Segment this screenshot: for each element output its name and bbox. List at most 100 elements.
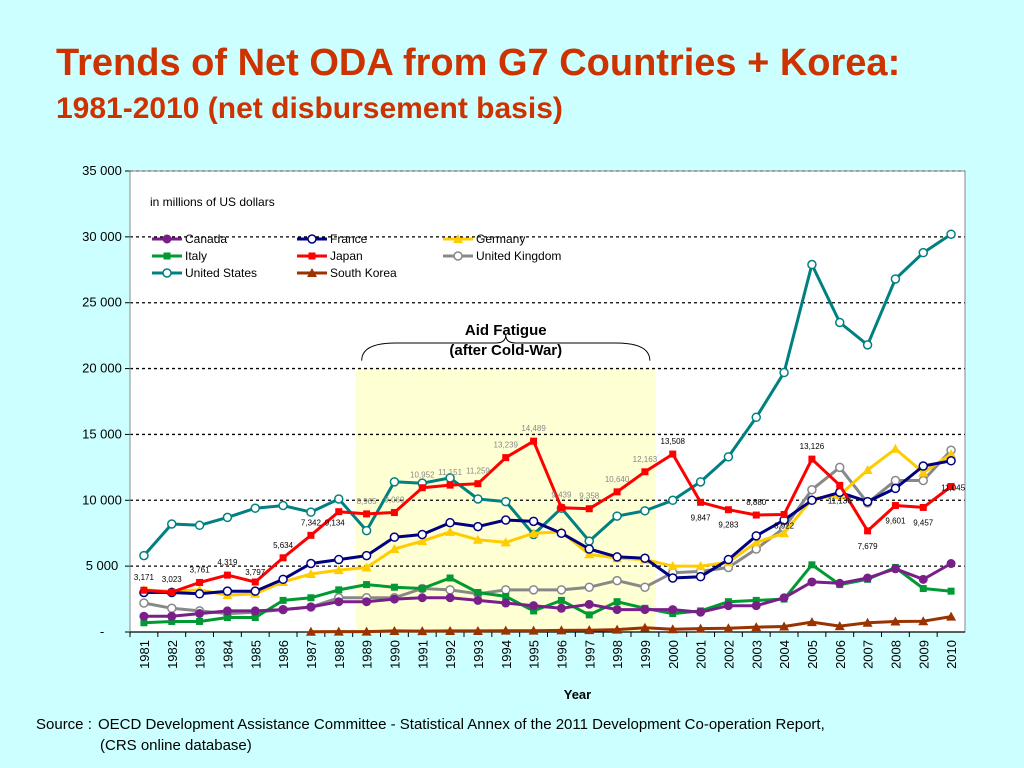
series-japan-point xyxy=(335,508,343,516)
series-south-korea-point xyxy=(834,621,845,631)
series-germany-point xyxy=(389,544,400,554)
series-south-korea-line xyxy=(310,615,952,634)
x-tick-label: 1994 xyxy=(499,640,514,669)
series-united-states-point xyxy=(890,274,901,284)
legend-germany: Germany xyxy=(443,232,525,246)
series-south-korea-point xyxy=(779,621,790,631)
series-france-point xyxy=(222,586,233,596)
series-united-states-point xyxy=(946,229,956,239)
series-canada-line xyxy=(143,562,952,618)
series-italy-point xyxy=(446,574,454,582)
japan-data-label: 8,922 xyxy=(774,521,795,530)
series-germany-point xyxy=(417,536,428,546)
japan-data-label: 9,847 xyxy=(691,513,712,522)
x-tick-label: 2007 xyxy=(861,640,876,669)
source-text-line1: OECD Development Assistance Committee - … xyxy=(98,716,825,733)
series-france-point xyxy=(612,552,622,562)
series-south-korea-point xyxy=(667,624,678,634)
japan-data-label: 8,880 xyxy=(746,498,767,507)
series-canada-point xyxy=(334,597,344,607)
japan-data-label: 9,358 xyxy=(579,492,600,501)
y-tick-label: 25 000 xyxy=(82,295,122,310)
japan-data-label: 13,239 xyxy=(494,441,519,450)
series-japan-point xyxy=(891,502,899,510)
x-tick-label: 2005 xyxy=(805,640,820,669)
legend-france-point xyxy=(307,234,317,244)
x-tick-label: 2002 xyxy=(721,640,736,669)
series-united-kingdom-point xyxy=(167,603,177,614)
series-united-kingdom-point xyxy=(139,598,149,608)
japan-data-label: 4,319 xyxy=(217,558,238,567)
series-canada-point xyxy=(250,606,260,616)
series-united-kingdom-point xyxy=(556,585,567,595)
series-united-states-point xyxy=(695,477,706,487)
japan-data-label: 11,136 xyxy=(828,496,852,505)
japan-data-label: 12,163 xyxy=(633,455,658,464)
y-tick-label: 10 000 xyxy=(82,492,122,507)
japan-data-label: 10,640 xyxy=(605,475,630,484)
y-tick-label: 35 000 xyxy=(82,163,122,178)
series-italy-point xyxy=(613,598,621,606)
series-united-states-point xyxy=(723,452,734,462)
series-south-korea-point xyxy=(612,624,623,634)
series-france-point xyxy=(695,571,706,582)
series-japan-point xyxy=(168,588,176,596)
series-japan-point xyxy=(140,586,148,594)
series-japan-line xyxy=(143,439,953,594)
series-italy-point xyxy=(390,583,398,591)
series-japan-point xyxy=(585,505,593,513)
series-united-states-point xyxy=(389,477,400,487)
series-united-states-point xyxy=(167,519,177,529)
series-france-point xyxy=(194,589,205,599)
series-japan-point xyxy=(697,498,705,506)
x-tick-label: 1991 xyxy=(415,640,430,669)
series-france-point xyxy=(278,574,288,585)
legend-italy-label: Italy xyxy=(185,249,207,263)
series-germany-point xyxy=(946,449,957,459)
series-united-states-point xyxy=(250,503,260,513)
series-france-point xyxy=(334,554,344,565)
series-united-kingdom-point xyxy=(445,585,455,595)
series-canada-point xyxy=(640,605,650,615)
x-tick-label: 2006 xyxy=(833,640,848,669)
x-tick-label: 1995 xyxy=(527,640,542,669)
y-tick-label: 15 000 xyxy=(82,426,122,441)
series-united-kingdom-point xyxy=(501,585,511,595)
x-tick-label: 1988 xyxy=(332,640,347,669)
chart-subtitle: 1981-2010 (net disbursement basis) xyxy=(56,92,563,125)
x-tick-label: 2008 xyxy=(888,640,903,669)
series-south-korea-point xyxy=(389,625,400,635)
legend-south-korea-label: South Korea xyxy=(330,266,397,280)
series-united-states-point xyxy=(751,412,761,423)
series-france-point xyxy=(723,554,734,565)
series-italy-point xyxy=(947,587,955,595)
series-japan-point xyxy=(919,503,927,511)
legend-canada-label: Canada xyxy=(185,232,227,246)
series-japan-point xyxy=(474,480,482,488)
series-canada-point xyxy=(389,594,399,604)
japan-data-label: 9,439 xyxy=(551,491,572,500)
series-united-states-point xyxy=(779,367,789,378)
series-united-kingdom-point xyxy=(528,585,539,595)
legend-south-korea-point xyxy=(307,268,317,277)
legend-canada: Canada xyxy=(152,232,227,246)
series-canada-point xyxy=(306,602,316,612)
series-germany-point xyxy=(528,528,539,538)
series-canada-point xyxy=(445,593,455,603)
series-canada-point xyxy=(529,601,539,611)
legend-italy: Italy xyxy=(152,249,207,263)
legend-france-label: France xyxy=(330,232,368,246)
series-japan-point xyxy=(446,481,454,489)
series-south-korea-point xyxy=(806,617,817,627)
series-france-point xyxy=(584,544,594,554)
series-france-point xyxy=(918,461,928,471)
series-france-point xyxy=(501,515,511,525)
japan-data-label: 11,151 xyxy=(438,468,462,477)
series-south-korea-point xyxy=(556,625,567,635)
series-germany-point xyxy=(779,528,790,538)
x-tick-label: 1999 xyxy=(638,640,653,669)
x-tick-label: 2004 xyxy=(777,640,792,669)
legend-japan: Japan xyxy=(297,249,363,263)
series-japan-point xyxy=(557,504,565,512)
series-germany-point xyxy=(500,537,511,547)
